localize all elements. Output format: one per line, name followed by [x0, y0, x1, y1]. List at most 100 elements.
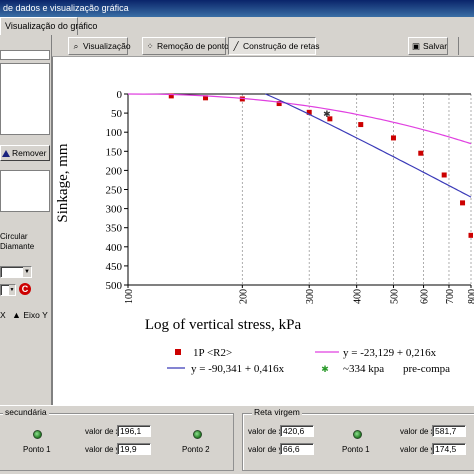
- data-point: [168, 93, 174, 99]
- save-button[interactable]: ▣ Salvar: [408, 37, 448, 55]
- data-point: [276, 101, 282, 107]
- legend-marker-1p: [175, 349, 181, 355]
- y-tick-label: 400: [106, 242, 123, 254]
- bottom-panel: secundária Ponto 1 valor de x 196,1 valo…: [0, 405, 474, 474]
- remove-button-label: Remover: [12, 148, 47, 158]
- chart-area: 0 50 100 150 200 250 300 350 400 450 500 100 200 300…: [52, 57, 474, 405]
- x-tick-label: 200: [238, 289, 249, 304]
- size-select[interactable]: ▼: [0, 266, 32, 278]
- triangle-icon[interactable]: ▲: [12, 310, 21, 320]
- g2-p1-x-field[interactable]: 420,6: [280, 425, 314, 437]
- y-tick-label: 300: [106, 204, 123, 216]
- x-tick-label: 100: [124, 289, 135, 304]
- g2-p1-y-field[interactable]: 66,6: [280, 443, 314, 455]
- chevron-down-icon[interactable]: ▼: [23, 267, 31, 277]
- legend-label-pink: y = -23,129 + 0,216x: [343, 347, 437, 359]
- remove-points-button-label: Remoção de pontos: [157, 41, 234, 51]
- chart-legend: 1P <R2> y = -23,129 + 0,216x y = -90,341…: [167, 347, 450, 375]
- line-icon: ╱: [233, 41, 239, 51]
- marker-shape-options: Circular Diamante: [0, 232, 52, 254]
- marker-list[interactable]: [0, 170, 50, 212]
- data-point: [203, 95, 209, 101]
- y-tick-label: 250: [106, 185, 123, 197]
- data-point: [390, 135, 396, 141]
- data-point: [358, 122, 364, 128]
- g2-p2-y-field[interactable]: 174,5: [432, 443, 466, 455]
- visualize-button-label: Visualização: [83, 41, 131, 51]
- y-tick-label: 450: [106, 261, 123, 273]
- x-tick-label: 400: [353, 289, 364, 304]
- data-point: [327, 116, 333, 122]
- x-axis-icon: X: [0, 310, 6, 320]
- save-icon: ▣: [411, 41, 421, 51]
- tab-chart-view-label: Visualização do gráfico: [5, 21, 98, 31]
- left-panel: Remover Circular Diamante ▼ ▼ C X ▲ Eixo…: [0, 35, 52, 405]
- visualize-button[interactable]: ⌕ Visualização: [68, 37, 131, 55]
- window-title-bar: de dados e visualização gráfica: [0, 0, 474, 17]
- data-point: [460, 200, 466, 206]
- group-virgin-line-title: Reta virgem: [252, 407, 302, 417]
- tab-chart-view[interactable]: Visualização do gráfico: [0, 17, 97, 35]
- x-axis-label: Log of vertical stress, kPa: [145, 317, 302, 333]
- y-tick-label: 200: [106, 165, 123, 177]
- series-list[interactable]: [0, 63, 50, 135]
- fit-line-pink: [128, 93, 472, 145]
- g2-p2-x-field[interactable]: 581,7: [432, 425, 466, 437]
- window-title: de dados e visualização gráfica: [3, 3, 129, 13]
- tab-strip: Visualização do gráfico: [0, 17, 474, 35]
- refresh-icon[interactable]: C: [19, 283, 31, 295]
- fit-line-blue: [265, 93, 472, 198]
- y-axis-label: Sinkage, mm: [55, 143, 71, 222]
- circle-option[interactable]: Circular: [0, 232, 28, 241]
- x-tick-label: 800: [467, 289, 474, 304]
- y-tick-label: 50: [111, 108, 123, 120]
- triangle-icon: [2, 150, 10, 157]
- g1-y-label: valor de y: [85, 445, 120, 454]
- y-tick-labels: 0 50 100 150 200 250 300 350 400 450 500: [106, 89, 123, 292]
- toolbar-overflow[interactable]: [458, 37, 474, 55]
- x-tick-label: 700: [445, 289, 456, 304]
- y-tick-label: 350: [106, 223, 123, 235]
- y-tick-label: 500: [106, 280, 123, 292]
- remove-button[interactable]: Remover: [0, 145, 50, 161]
- x-tick-label: 500: [389, 289, 400, 304]
- g2-p2-x-label: valor de x: [400, 427, 435, 436]
- save-button-label: Salvar: [423, 41, 448, 51]
- axis-y-label[interactable]: Eixo Y: [23, 310, 48, 320]
- g2-point1-indicator[interactable]: [353, 430, 362, 439]
- precompaction-point: ✱: [323, 109, 331, 119]
- diamond-option[interactable]: Diamante: [0, 242, 35, 251]
- data-point: [441, 172, 447, 178]
- x-tick-labels: 100 200 300 400 500 600 700 800: [124, 289, 474, 304]
- point1-indicator[interactable]: [33, 430, 42, 439]
- point1-label: Ponto 1: [23, 445, 51, 454]
- g2-p1-x-label: valor de x: [248, 427, 283, 436]
- g1-y-field[interactable]: 19,9: [117, 443, 151, 455]
- color-select[interactable]: ▼: [0, 284, 16, 296]
- y-tick-label: 150: [106, 146, 123, 158]
- y-tick-label: 0: [117, 89, 123, 101]
- data-point: [306, 109, 312, 115]
- chevron-down-icon[interactable]: ▼: [9, 285, 15, 295]
- x-tick-label: 300: [305, 289, 316, 304]
- points-icon: ⁘: [146, 41, 154, 51]
- legend-label-precomp: ~334 kpa: [343, 363, 384, 375]
- chart-plot: ✱: [128, 93, 473, 238]
- axis-controls: X ▲ Eixo Y: [0, 310, 52, 322]
- group-secondary: [0, 413, 234, 471]
- group-secondary-title: secundária: [3, 407, 49, 417]
- g1-x-label: valor de x: [85, 427, 120, 436]
- point2-label: Ponto 2: [182, 445, 210, 454]
- remove-points-button[interactable]: ⁘ Remoção de pontos: [142, 37, 233, 55]
- build-lines-button[interactable]: ╱ Construção de retas: [228, 37, 320, 55]
- group-virgin-line: [242, 413, 474, 471]
- data-point: [418, 150, 424, 156]
- g1-x-field[interactable]: 196,1: [117, 425, 151, 437]
- x-tick-label: 600: [420, 289, 431, 304]
- magnifier-icon: ⌕: [73, 41, 79, 51]
- y-tick-label: 100: [106, 127, 123, 139]
- build-lines-button-label: Construção de retas: [243, 41, 320, 51]
- point2-indicator[interactable]: [193, 430, 202, 439]
- chart-axes: [124, 93, 472, 288]
- series-name-input[interactable]: [0, 50, 50, 60]
